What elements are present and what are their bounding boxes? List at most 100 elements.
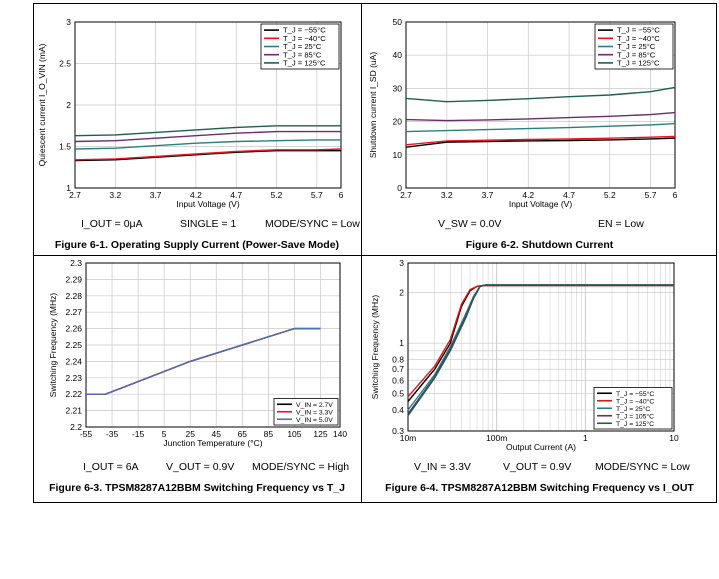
y-tick-label: 3 xyxy=(399,258,404,268)
series-line xyxy=(405,122,676,133)
condition-mode: MODE/SYNC = High xyxy=(252,461,350,473)
series-line xyxy=(405,137,676,148)
legend-entry: T_J = 25°C xyxy=(617,42,656,51)
y-tick-label: 0.6 xyxy=(392,375,404,385)
x-axis-label: Output Current (A) xyxy=(506,442,576,452)
y-tick-label: 2.2 xyxy=(70,422,82,432)
series-line xyxy=(86,327,321,395)
x-tick-label: 5.7 xyxy=(311,190,323,200)
condition-en: EN = Low xyxy=(598,218,644,230)
legend-entry: T_J = −55°C xyxy=(617,26,660,35)
legend-entry: T_J = −55°C xyxy=(283,26,326,35)
condition-iout: I_OUT = 0μA xyxy=(81,218,143,230)
x-tick-label: 3.7 xyxy=(482,190,494,200)
legend-entry: T_J = 125°C xyxy=(616,420,654,428)
y-tick-label: 1 xyxy=(66,183,71,193)
y-tick-label: 20 xyxy=(393,117,403,127)
y-tick-label: 0.3 xyxy=(392,426,404,436)
y-tick-label: 1.5 xyxy=(59,142,71,152)
x-tick-label: 4.2 xyxy=(190,190,202,200)
legend-entry: T_J = 85°C xyxy=(283,50,322,59)
x-axis-label: Input Voltage (V) xyxy=(176,199,239,209)
x-tick-label: 5.2 xyxy=(271,190,283,200)
y-tick-label: 2.29 xyxy=(65,274,82,284)
figure-6-1-panel: 2.7 3.2 3.7 4.2 4.7 5.2 5.7 6 1 1.5 2 2.5 3 Input Vol… xyxy=(33,3,361,255)
x-axis-label: Input Voltage (V) xyxy=(509,199,572,209)
x-tick-label: 4.7 xyxy=(230,190,242,200)
x-tick-label: 65 xyxy=(238,429,248,439)
x-tick-label: 3.2 xyxy=(109,190,121,200)
y-tick-label: 0 xyxy=(397,183,402,193)
series-line xyxy=(74,149,341,162)
legend: T_J = −55°CT_J = −40°CT_J = 25°CT_J = 10… xyxy=(593,387,673,430)
x-tick-label: 5 xyxy=(162,429,167,439)
x-tick-label: 6 xyxy=(339,190,344,200)
x-tick-label: 85 xyxy=(264,429,274,439)
legend-entry: V_IN = 5.0V xyxy=(296,417,333,424)
figure-6-3-panel: -55 -35 -15 5 25 45 65 85 105 125 140 2.2 2.21 2.22 2.… xyxy=(33,256,361,503)
x-tick-label: 3.7 xyxy=(150,190,162,200)
series-line xyxy=(74,130,341,143)
legend-entry: T_J = 25°C xyxy=(616,405,650,413)
y-tick-label: 2.28 xyxy=(65,291,82,301)
y-tick-label: 50 xyxy=(393,17,403,27)
x-axis-label: Junction Temperature (°C) xyxy=(163,438,262,448)
y-axis-label: Quiescent current I_O_VIN (mA) xyxy=(37,43,47,166)
y-axis-label: Switching Frequency (MHz) xyxy=(370,295,380,400)
x-tick-label: -55 xyxy=(80,429,93,439)
x-tick-label: 45 xyxy=(212,429,222,439)
y-tick-label: 2.3 xyxy=(70,258,82,268)
condition-mode: MODE/SYNC = Low xyxy=(265,218,360,230)
legend-entry: T_J = 125°C xyxy=(283,59,326,68)
x-tick-label: 4.7 xyxy=(563,190,575,200)
condition-single: SINGLE = 1 xyxy=(180,218,237,230)
x-tick-label: 2.7 xyxy=(400,190,412,200)
legend-entry: T_J = 125°C xyxy=(617,59,660,68)
series-line xyxy=(407,284,674,417)
quiescent-current-chart: 2.7 3.2 3.7 4.2 4.7 5.2 5.7 6 1 1.5 2 2.5 3 Input Vol… xyxy=(37,17,344,209)
y-tick-label: 2.21 xyxy=(65,406,82,416)
switching-frequency-vs-tj-chart: -55 -35 -15 5 25 45 65 85 105 125 140 2.2 2.21 2.22 2.… xyxy=(48,258,347,448)
condition-vsw: V_SW = 0.0V xyxy=(438,218,502,230)
x-tick-label: 100m xyxy=(486,433,507,443)
figure-caption: Figure 6-4. TPSM8287A12BBM Switching Fre… xyxy=(385,482,694,494)
figure-grid-divider-horizontal xyxy=(33,255,717,256)
x-tick-label: 6 xyxy=(673,190,678,200)
x-tick-label: -35 xyxy=(106,429,119,439)
x-tick-label: 1 xyxy=(583,433,588,443)
y-tick-label: 40 xyxy=(393,50,403,60)
series-line xyxy=(74,139,341,150)
x-tick-label: 10m xyxy=(400,433,417,443)
series-line xyxy=(405,86,676,103)
plot-frame xyxy=(85,262,341,428)
condition-vin: V_IN = 3.3V xyxy=(414,461,471,473)
condition-mode: MODE/SYNC = Low xyxy=(595,461,690,473)
x-tick-label: 140 xyxy=(333,429,347,439)
legend: V_IN = 2.7VV_IN = 3.3VV_IN = 5.0V xyxy=(273,398,339,426)
y-axis-label: Switching Frequency (MHz) xyxy=(48,293,58,398)
x-tick-label: 10 xyxy=(669,433,679,443)
condition-vout: V_OUT = 0.9V xyxy=(503,461,572,473)
figure-caption: Figure 6-3. TPSM8287A12BBM Switching Fre… xyxy=(49,482,345,494)
figure-caption: Figure 6-2. Shutdown Current xyxy=(465,239,614,251)
legend-entry: T_J = 105°C xyxy=(616,412,654,420)
y-tick-label: 2.27 xyxy=(65,307,82,317)
plot-frame xyxy=(407,262,675,432)
legend: T_J = −55°CT_J = −40°CT_J = 25°CT_J = 85… xyxy=(260,23,340,70)
y-tick-label: 30 xyxy=(393,83,403,93)
y-tick-label: 0.5 xyxy=(392,389,404,399)
figure-grid-frame xyxy=(33,3,717,503)
y-tick-label: 10 xyxy=(393,150,403,160)
legend-entry: T_J = 85°C xyxy=(617,50,656,59)
legend-entry: V_IN = 3.3V xyxy=(296,409,333,416)
series-line xyxy=(74,125,341,137)
y-tick-label: 2.23 xyxy=(65,373,82,383)
figure-caption: Figure 6-1. Operating Supply Current (Po… xyxy=(54,239,340,251)
y-tick-label: 2.5 xyxy=(59,59,71,69)
condition-iout: I_OUT = 6A xyxy=(83,461,139,473)
y-tick-label: 2.26 xyxy=(65,324,82,334)
legend-entry: V_IN = 2.7V xyxy=(296,402,333,409)
legend-entry: T_J = −40°C xyxy=(616,397,654,405)
x-tick-label: 125 xyxy=(313,429,327,439)
y-tick-label: 2 xyxy=(66,100,71,110)
